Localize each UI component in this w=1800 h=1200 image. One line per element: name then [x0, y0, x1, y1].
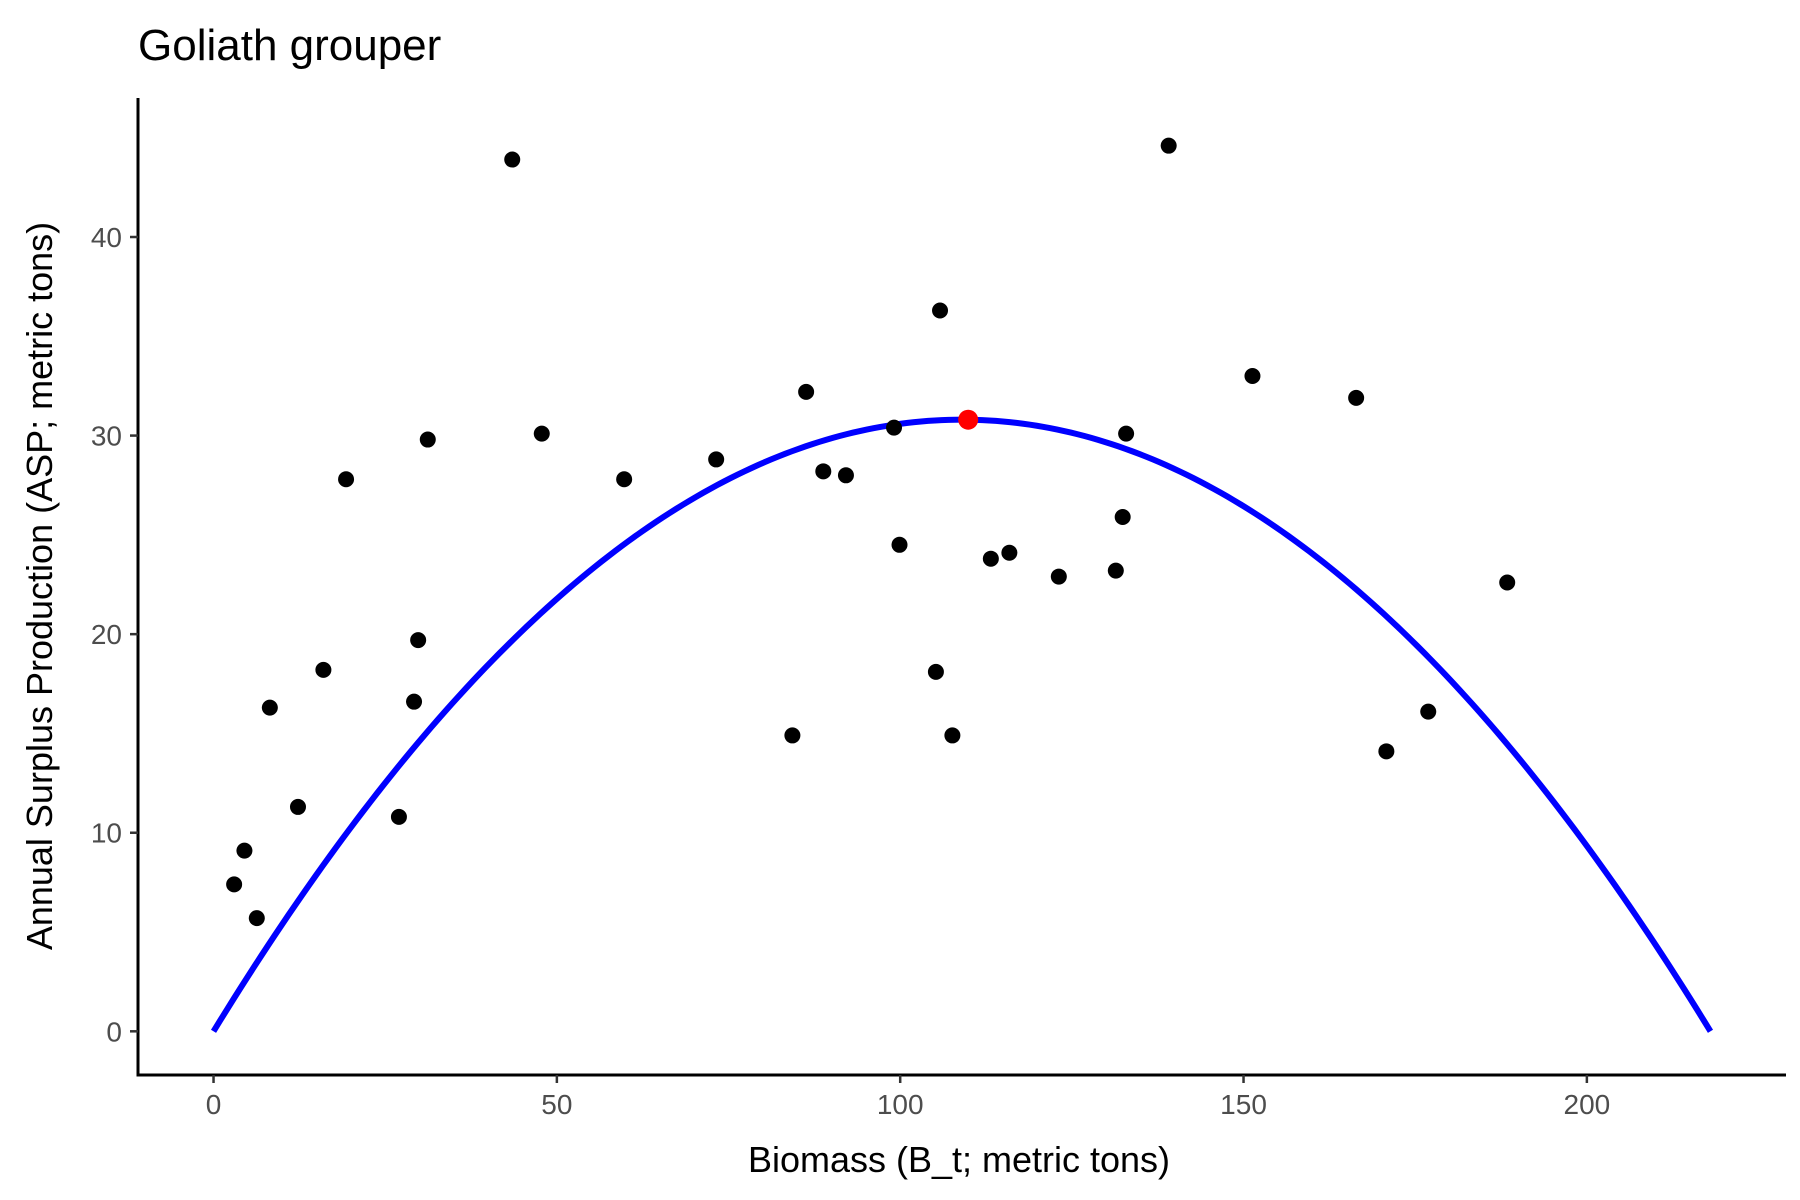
data-point — [248, 910, 265, 927]
y-tick-label: 10 — [91, 818, 122, 849]
data-point — [1114, 508, 1131, 525]
data-point — [798, 383, 815, 400]
y-axis-ticks: 0 10 20 30 40 — [91, 222, 138, 1047]
data-point — [289, 798, 306, 815]
data-point — [1118, 425, 1135, 442]
data-point — [1378, 743, 1395, 760]
x-axis-ticks: 0 50 100 150 200 — [206, 1075, 1610, 1120]
data-point — [1160, 137, 1177, 154]
chart-title: Goliath grouper — [138, 21, 441, 70]
y-axis-title: Annual Surplus Production (ASP; metric t… — [19, 222, 60, 950]
x-axis-title: Biomass (B_t; metric tons) — [748, 1139, 1170, 1180]
x-tick-label: 50 — [541, 1089, 572, 1120]
data-point — [419, 431, 436, 448]
data-point — [1348, 389, 1365, 406]
data-point — [226, 876, 243, 893]
data-point — [390, 808, 407, 825]
data-point — [982, 550, 999, 567]
data-point — [1107, 562, 1124, 579]
fitted-production-curve — [210, 416, 1714, 1033]
data-point — [406, 693, 423, 710]
data-point — [1001, 544, 1018, 561]
data-point — [784, 727, 801, 744]
x-tick-label: 100 — [877, 1089, 924, 1120]
data-point — [708, 451, 725, 468]
data-point — [315, 661, 332, 678]
x-tick-label: 200 — [1564, 1089, 1611, 1120]
x-tick-label: 150 — [1220, 1089, 1267, 1120]
y-tick-label: 40 — [91, 222, 122, 253]
data-point — [1244, 368, 1261, 385]
data-point — [944, 727, 961, 744]
data-point — [815, 463, 832, 480]
data-point — [236, 842, 253, 859]
data-points — [226, 137, 1516, 927]
data-point — [410, 632, 427, 649]
data-point — [1050, 568, 1067, 585]
msy-point — [958, 409, 979, 430]
data-point — [1499, 574, 1516, 591]
data-point — [261, 699, 278, 716]
data-point — [886, 419, 903, 436]
data-point — [837, 467, 854, 484]
y-tick-label: 0 — [106, 1016, 122, 1047]
x-tick-label: 0 — [206, 1089, 222, 1120]
y-tick-label: 30 — [91, 421, 122, 452]
data-point — [891, 536, 908, 553]
y-tick-label: 20 — [91, 619, 122, 650]
data-point — [616, 471, 633, 488]
data-point — [1420, 703, 1437, 720]
data-point — [927, 663, 944, 680]
data-point — [338, 471, 355, 488]
data-point — [533, 425, 550, 442]
data-point — [504, 151, 521, 168]
data-point — [932, 302, 949, 319]
